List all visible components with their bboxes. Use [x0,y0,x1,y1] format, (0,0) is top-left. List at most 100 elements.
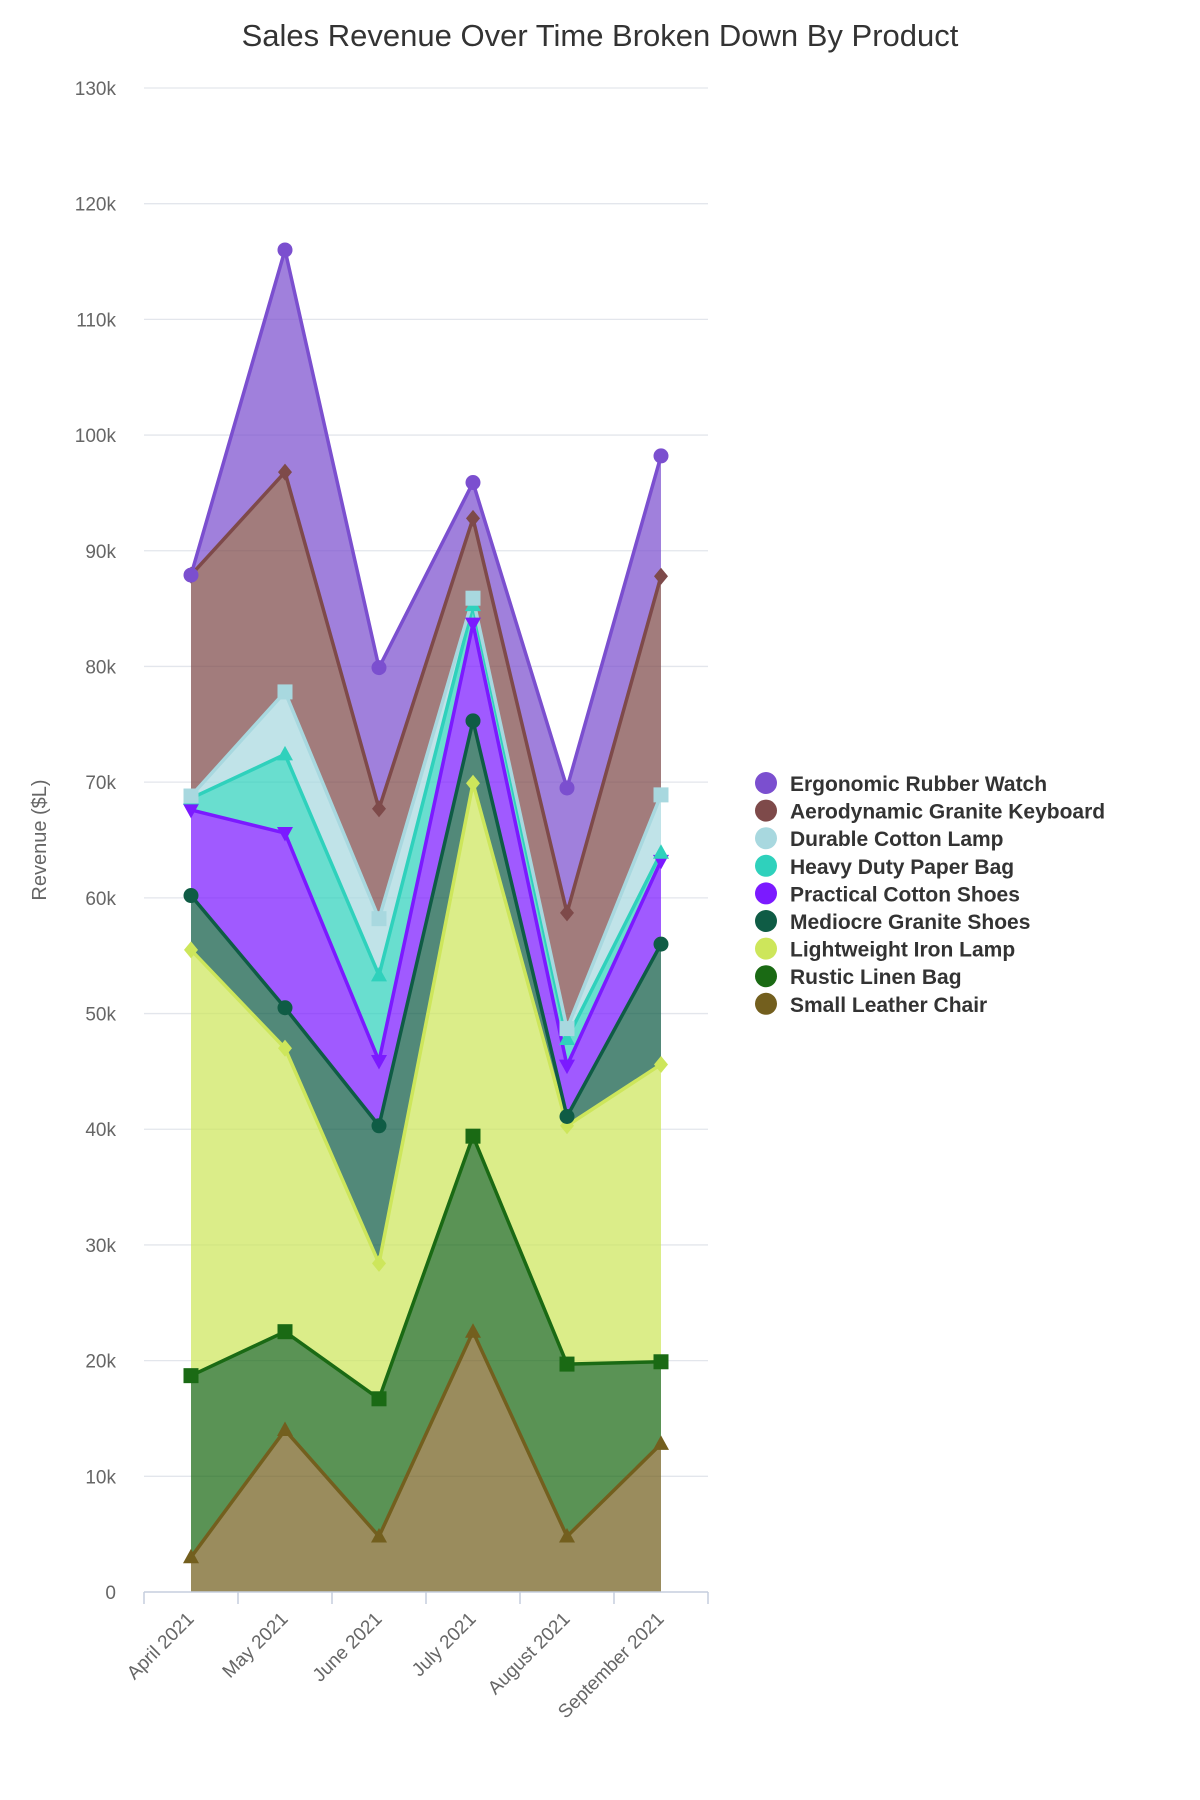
marker-mediocre-granite-shoes [371,1118,387,1134]
legend-label: Durable Cotton Lamp [790,828,1004,851]
legend-label: Ergonomic Rubber Watch [790,773,1047,796]
marker-mediocre-granite-shoes [277,1000,293,1016]
line-aerodynamic-granite-keyboard [189,470,663,915]
marker-practical-cotton-shoes [559,1059,575,1075]
marker-small-leather-chair [183,1548,199,1564]
line-lightweight-iron-lamp [189,781,662,1266]
y-tick-label: 100k [75,426,117,447]
legend-label: Rustic Linen Bag [790,966,962,989]
y-tick-labels: 0 10k 20k 30k 40k 50k 60k 70k 80k 90k 100k 110k 120k… [75,79,117,1604]
marker-practical-cotton-shoes [465,617,481,633]
y-tick-label: 50k [85,1005,116,1026]
marker-heavy-duty-paper-bag [277,745,293,761]
marker-lightweight-iron-lamp [278,1039,292,1057]
y-tick-label: 60k [85,889,116,910]
y-tick-label: 110k [76,310,116,331]
x-tick-label: August 2021 [484,1609,574,1699]
marker-ergonomic-rubber-watch [653,448,669,464]
marker-small-leather-chair [277,1421,293,1437]
marker-small-leather-chair [371,1527,387,1543]
marker-rustic-linen-bag [277,1324,293,1340]
y-tick-label: 0 [105,1583,116,1604]
legend-item-practical-cotton-shoes: Practical Cotton Shoes [755,882,1020,906]
line-practical-cotton-shoes [190,621,663,1068]
marker-mediocre-granite-shoes [465,713,481,729]
marker-durable-cotton-lamp [277,684,293,700]
marker-small-leather-chair [559,1527,575,1543]
legend-item-mediocre-granite-shoes: Mediocre Granite Shoes [755,910,1030,934]
line-durable-cotton-lamp [189,596,663,1031]
marker-rustic-linen-bag [183,1368,199,1384]
marker-rustic-linen-bag [559,1356,575,1372]
legend-label: Small Leather Chair [790,994,987,1017]
legend-item-ergonomic-rubber-watch: Ergonomic Rubber Watch [755,772,1047,796]
line-small-leather-chair [189,1329,663,1559]
y-tick-label: 90k [85,542,116,563]
marker-durable-cotton-lamp [653,787,669,803]
series-lines [189,248,663,1559]
area-practical-cotton-shoes [191,623,661,1126]
marker-practical-cotton-shoes [183,803,199,819]
legend-swatch [755,910,777,932]
legend-swatch [755,882,777,905]
y-tick-label: 80k [85,657,116,678]
marker-small-leather-chair [653,1435,669,1450]
marker-lightweight-iron-lamp [654,1055,668,1073]
marker-durable-cotton-lamp [559,1021,575,1037]
marker-durable-cotton-lamp [183,788,199,804]
x-tick-labels: April 2021 May 2021 June 2021 July 2021 Augu… [123,1609,668,1723]
y-axis-title: Revenue ($L) [29,779,51,900]
marker-lightweight-iron-lamp [466,774,480,792]
area-ergonomic-rubber-watch [191,249,661,913]
legend-swatch [755,992,777,1015]
marker-mediocre-granite-shoes [559,1109,575,1125]
area-small-leather-chair [191,1331,661,1592]
area-mediocre-granite-shoes [191,720,661,1264]
line-heavy-duty-paper-bag [190,603,663,1041]
x-axis [143,1591,709,1604]
marker-rustic-linen-bag [653,1354,669,1370]
y-tick-label: 120k [75,195,117,216]
legend-swatch [755,937,777,960]
marker-rustic-linen-bag [371,1391,387,1407]
marker-ergonomic-rubber-watch [465,475,481,491]
marker-rustic-linen-bag [465,1128,481,1144]
marker-heavy-duty-paper-bag [559,1030,575,1045]
marker-practical-cotton-shoes [371,1054,387,1070]
legend-swatch [755,827,777,850]
x-tick-label: June 2021 [309,1609,387,1687]
marker-heavy-duty-paper-bag [653,844,669,859]
chart-title: Sales Revenue Over Time Broken Down By P… [242,18,959,53]
legend-item-durable-cotton-lamp: Durable Cotton Lamp [755,827,1004,851]
legend-swatch [755,854,777,877]
y-tick-label: 130k [75,79,117,100]
area-rustic-linen-bag [191,1136,661,1558]
x-tick-label: May 2021 [219,1609,293,1683]
area-lightweight-iron-lamp [191,783,661,1399]
legend-item-aerodynamic-granite-keyboard: Aerodynamic Granite Keyboard [755,799,1105,824]
marker-ergonomic-rubber-watch [277,242,293,258]
legend-swatch [755,772,777,794]
marker-aerodynamic-granite-keyboard [654,567,668,585]
marker-aerodynamic-granite-keyboard [560,904,574,922]
legend-label: Heavy Duty Paper Bag [790,856,1014,879]
line-mediocre-granite-shoes [189,719,663,1128]
legend-swatch [755,965,777,988]
legend-label: Practical Cotton Shoes [790,883,1020,906]
legend: Ergonomic Rubber Watch Aerodynamic Granit… [755,772,1105,1017]
legend-item-rustic-linen-bag: Rustic Linen Bag [755,965,962,989]
marker-aerodynamic-granite-keyboard [466,509,480,527]
y-tick-label: 10k [85,1467,116,1488]
marker-durable-cotton-lamp [465,590,481,606]
legend-label: Mediocre Granite Shoes [790,911,1030,934]
y-tick-label: 20k [85,1352,116,1373]
marker-heavy-duty-paper-bag [371,966,387,982]
marker-durable-cotton-lamp [371,911,387,927]
marker-lightweight-iron-lamp [372,1254,386,1272]
marker-aerodynamic-granite-keyboard [278,463,292,481]
series-markers [183,242,669,1564]
x-tick-label: July 2021 [408,1609,480,1681]
marker-ergonomic-rubber-watch [559,780,575,796]
y-tick-label: 70k [85,773,116,794]
